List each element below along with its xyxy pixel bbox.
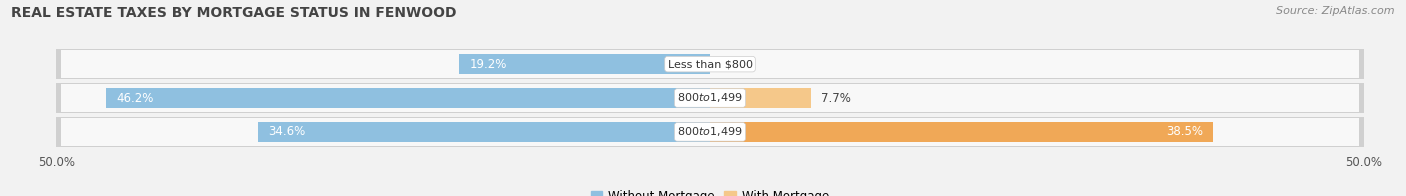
Bar [257, 122, 710, 142]
Bar [105, 88, 710, 108]
Text: $800 to $1,499: $800 to $1,499 [678, 92, 742, 104]
Bar [56, 83, 1364, 113]
Bar [458, 54, 710, 74]
Text: Source: ZipAtlas.com: Source: ZipAtlas.com [1277, 6, 1395, 16]
Legend: Without Mortgage, With Mortgage: Without Mortgage, With Mortgage [586, 185, 834, 196]
Bar [62, 118, 1358, 146]
Text: Less than $800: Less than $800 [668, 59, 752, 69]
Text: 38.5%: 38.5% [1166, 125, 1204, 138]
Text: $800 to $1,499: $800 to $1,499 [678, 125, 742, 138]
Text: 0.0%: 0.0% [720, 58, 751, 71]
Bar [710, 88, 811, 108]
Bar [62, 84, 1358, 112]
Text: REAL ESTATE TAXES BY MORTGAGE STATUS IN FENWOOD: REAL ESTATE TAXES BY MORTGAGE STATUS IN … [11, 6, 457, 20]
Bar [62, 50, 1358, 78]
Bar [56, 49, 1364, 79]
Bar [56, 117, 1364, 147]
Text: 34.6%: 34.6% [269, 125, 305, 138]
Text: 7.7%: 7.7% [821, 92, 851, 104]
Text: 46.2%: 46.2% [117, 92, 153, 104]
Bar [710, 122, 1213, 142]
Text: 19.2%: 19.2% [470, 58, 506, 71]
